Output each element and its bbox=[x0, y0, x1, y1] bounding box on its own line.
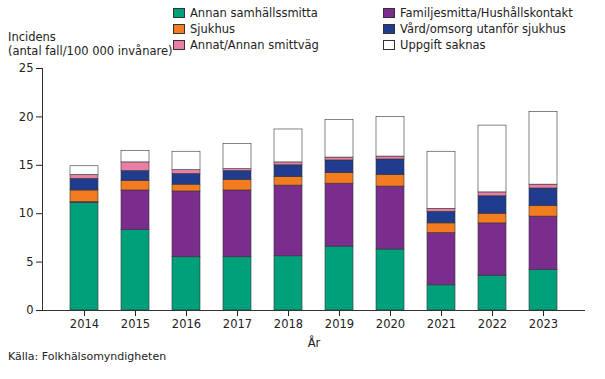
svg-text:5: 5 bbox=[26, 255, 33, 269]
svg-text:2019: 2019 bbox=[325, 317, 354, 331]
svg-text:0: 0 bbox=[26, 303, 33, 317]
svg-text:År: År bbox=[308, 335, 321, 350]
html-text:Källa: Folkhälsomyndigheten: Källa: Folkhälsomyndigheten bbox=[8, 350, 167, 363]
svg-text:2021: 2021 bbox=[427, 317, 456, 331]
svg-text:2022: 2022 bbox=[478, 317, 507, 331]
svg-text:2014: 2014 bbox=[70, 317, 99, 331]
html-text:Sjukhus: Sjukhus bbox=[190, 22, 235, 36]
html-text:Vård/omsorg utanför sjukhus: Vård/omsorg utanför sjukhus bbox=[400, 22, 566, 36]
svg-text:2016: 2016 bbox=[172, 317, 201, 331]
svg-text:15: 15 bbox=[19, 158, 34, 172]
svg-text:2023: 2023 bbox=[529, 317, 558, 331]
svg-text:2018: 2018 bbox=[274, 317, 303, 331]
html-text:Incidens (antal fall/100 000 i: Incidens (antal fall/100 000 invånare) bbox=[8, 30, 173, 58]
svg-text:2015: 2015 bbox=[121, 317, 150, 331]
html-text:Familjesmitta/Hushållskontakt: Familjesmitta/Hushållskontakt bbox=[400, 6, 573, 20]
html-text:Annan samhällssmitta: Annan samhällssmitta bbox=[190, 6, 318, 20]
svg-text:2020: 2020 bbox=[376, 317, 405, 331]
html-text:Uppgift saknas: Uppgift saknas bbox=[400, 38, 486, 52]
svg-text:20: 20 bbox=[19, 110, 34, 124]
svg-text:10: 10 bbox=[19, 206, 34, 220]
svg-text:2017: 2017 bbox=[223, 317, 252, 331]
svg-text:25: 25 bbox=[19, 61, 34, 75]
html-text:Annat/Annan smittväg: Annat/Annan smittväg bbox=[190, 38, 319, 52]
